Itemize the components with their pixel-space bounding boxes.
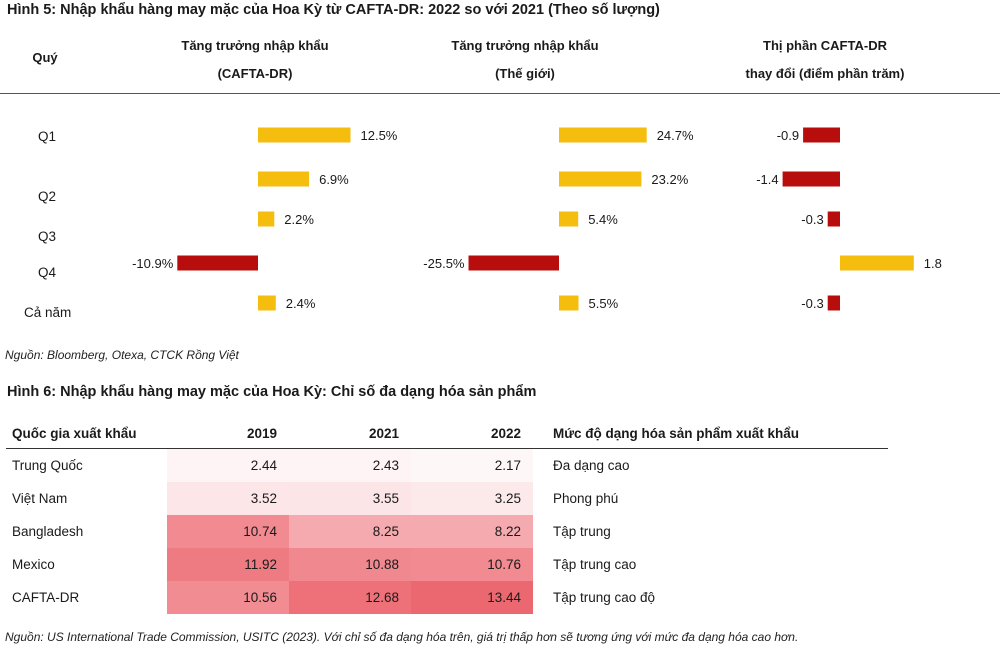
- table-row: Việt Nam 3.52 3.55 3.25 Phong phú: [6, 482, 888, 515]
- quarter-header: Quý: [32, 50, 58, 65]
- bar-panel1-row5: [258, 295, 276, 311]
- bar-panel1-row1: [258, 127, 351, 143]
- bar-panel1-row2: [258, 171, 310, 187]
- col-header-2022: 2022: [411, 418, 533, 449]
- bar-panel3-row5: [827, 295, 840, 311]
- col-header-2019: 2019: [167, 418, 289, 449]
- diversification-table: Quốc gia xuất khẩu 2019 2021 2022 Mức độ…: [6, 418, 888, 614]
- table-row: CAFTA-DR 10.56 12.68 13.44 Tập trung cao độ: [6, 581, 888, 614]
- data-label-panel2-row4: -25.5%: [423, 256, 465, 271]
- data-label-panel1-row4: -10.9%: [132, 256, 174, 271]
- data-label-panel1-row5: 2.4%: [286, 296, 316, 311]
- col-header-country: Quốc gia xuất khẩu: [6, 418, 167, 449]
- data-label-panel3-row4: 1.8: [924, 256, 942, 271]
- data-label-panel1-row2: 6.9%: [319, 172, 349, 187]
- bar-panel3-row1: [803, 127, 840, 143]
- bar-panel3-row4: [840, 255, 914, 271]
- bar-panel3-row3: [827, 211, 840, 227]
- index-cell-2022: 13.44: [411, 581, 533, 614]
- data-label-panel1-row3: 2.2%: [284, 212, 314, 227]
- index-cell-2021: 12.68: [289, 581, 411, 614]
- col-header-2021: 2021: [289, 418, 411, 449]
- index-cell-2022: 8.22: [411, 515, 533, 548]
- data-label-panel3-row5: -0.3: [801, 296, 823, 311]
- country-cell: Trung Quốc: [12, 458, 83, 473]
- cafta-growth-header: Tăng trưởng nhập khẩu (CAFTA-DR): [130, 32, 380, 88]
- bar-panel2-row4: [468, 255, 559, 271]
- bar-panel3-row2: [782, 171, 840, 187]
- header-divider: [0, 93, 1000, 94]
- index-cell-2021: 8.25: [289, 515, 411, 548]
- bar-panel1-row3: [258, 211, 275, 227]
- country-cell: Bangladesh: [12, 524, 84, 539]
- index-cell-2019: 10.56: [167, 581, 289, 614]
- data-label-panel2-row5: 5.5%: [589, 296, 619, 311]
- row-label-q4: Q4: [38, 265, 57, 280]
- country-cell: Việt Nam: [12, 491, 68, 506]
- data-label-panel2-row2: 23.2%: [651, 172, 688, 187]
- bar-panel2-row5: [559, 295, 579, 311]
- data-label-panel3-row1: -0.9: [777, 128, 799, 143]
- level-cell: Tập trung cao độ: [553, 590, 656, 605]
- table-row: Trung Quốc 2.44 2.43 2.17 Đa dạng cao: [6, 448, 888, 482]
- cafta-growth-header-line2: (CAFTA-DR): [217, 66, 293, 81]
- cafta-growth-header-line1: Tăng trưởng nhập khẩu: [181, 38, 329, 53]
- world-growth-header-line1: Tăng trưởng nhập khẩu: [451, 38, 599, 53]
- index-cell-2021: 2.43: [289, 448, 411, 482]
- index-cell-2022: 2.17: [411, 448, 533, 482]
- data-label-panel1-row1: 12.5%: [361, 128, 398, 143]
- row-label-full-year: Cả năm: [24, 305, 72, 320]
- country-cell: CAFTA-DR: [12, 590, 80, 605]
- data-label-panel2-row3: 5.4%: [588, 212, 618, 227]
- index-cell-2021: 10.88: [289, 548, 411, 581]
- fig5-bar-charts: 12.5% 6.9% 2.2% -10.9% 2.4% 24.7% 23.2% 5.4% -25…: [132, 127, 942, 311]
- index-cell-2019: 10.74: [167, 515, 289, 548]
- level-cell: Phong phú: [553, 491, 619, 506]
- level-cell: Tập trung cao: [553, 557, 637, 572]
- bar-panel1-row4: [177, 255, 258, 271]
- index-cell-2019: 3.52: [167, 482, 289, 515]
- index-cell-2019: 11.92: [167, 548, 289, 581]
- table-row: Bangladesh 10.74 8.25 8.22 Tập trung: [6, 515, 888, 548]
- data-label-panel2-row1: 24.7%: [657, 128, 694, 143]
- index-cell-2019: 2.44: [167, 448, 289, 482]
- fig6-title: Hình 6: Nhập khẩu hàng may mặc của Hoa K…: [7, 384, 537, 400]
- bar-panel2-row2: [559, 171, 642, 187]
- share-change-header: Thị phần CAFTA-DR thay đổi (điểm phần tr…: [700, 32, 950, 88]
- index-cell-2021: 3.55: [289, 482, 411, 515]
- table-header-row: Quốc gia xuất khẩu 2019 2021 2022 Mức độ…: [6, 418, 888, 449]
- level-cell: Tập trung: [553, 524, 611, 539]
- world-growth-header: Tăng trưởng nhập khẩu (Thế giới): [400, 32, 650, 88]
- row-label-q2: Q2: [38, 189, 57, 204]
- col-header-level: Mức độ dạng hóa sản phẩm xuất khẩu: [533, 418, 888, 449]
- table-row: Mexico 11.92 10.88 10.76 Tập trung cao: [6, 548, 888, 581]
- row-label-q1: Q1: [38, 129, 57, 144]
- fig5-source: Nguồn: Bloomberg, Otexa, CTCK Rồng Việt: [5, 348, 239, 362]
- level-cell: Đa dạng cao: [553, 458, 630, 473]
- country-cell: Mexico: [12, 557, 55, 572]
- world-growth-header-line2: (Thế giới): [495, 66, 555, 81]
- data-label-panel3-row2: -1.4: [756, 172, 778, 187]
- fig6-source: Nguồn: US International Trade Commission…: [5, 630, 799, 644]
- index-cell-2022: 10.76: [411, 548, 533, 581]
- bar-panel2-row1: [559, 127, 647, 143]
- share-change-header-line2: thay đổi (điểm phần trăm): [745, 66, 905, 81]
- share-change-header-line1: Thị phần CAFTA-DR: [763, 38, 887, 53]
- data-label-panel3-row3: -0.3: [801, 212, 823, 227]
- fig5-title: Hình 5: Nhập khẩu hàng may mặc của Hoa K…: [7, 2, 660, 18]
- row-label-q3: Q3: [38, 229, 57, 244]
- bar-panel2-row3: [559, 211, 579, 227]
- index-cell-2022: 3.25: [411, 482, 533, 515]
